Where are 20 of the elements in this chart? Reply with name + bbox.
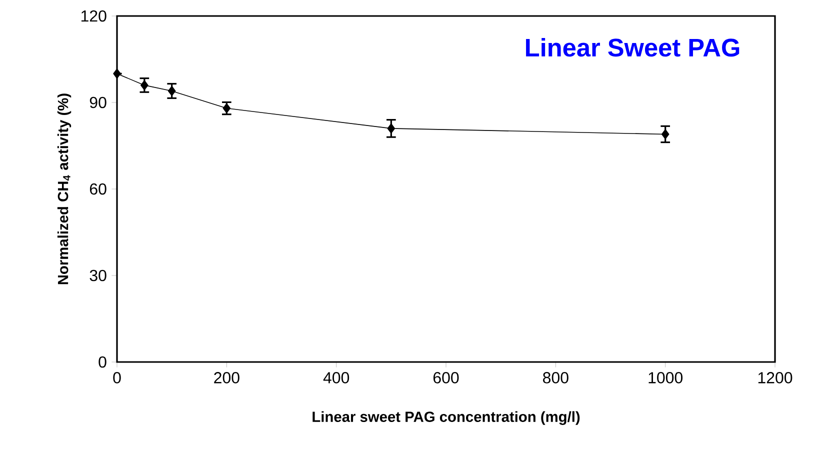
text: Linear Sweet PAG — [526, 38, 740, 57]
y-tick-label: 30 — [90, 270, 106, 282]
point — [387, 123, 396, 134]
x-tick-label: 0 — [113, 372, 121, 384]
point — [168, 86, 176, 96]
x-tick-label: 200 — [214, 372, 240, 384]
y-tick-label: 90 — [90, 96, 106, 108]
x-tick-label: 800 — [543, 372, 568, 384]
y-tick-label: 0 — [98, 356, 106, 368]
point — [661, 129, 670, 140]
point — [113, 68, 121, 79]
x-tick-label: 400 — [323, 372, 350, 384]
y-tick-label: 60 — [90, 183, 106, 195]
x-axis-title: Linear sweet PAG concentration (mg/l) — [312, 411, 580, 425]
y-tick-label: 120 — [81, 10, 106, 22]
x-tick-label: 600 — [433, 372, 459, 384]
point — [140, 80, 148, 90]
y-axis-title: Normalized CH$_{4}$ activity (%) — [57, 94, 72, 284]
x-tick-label: 1200 — [758, 372, 792, 384]
x-tick-label: 1000 — [648, 372, 683, 384]
